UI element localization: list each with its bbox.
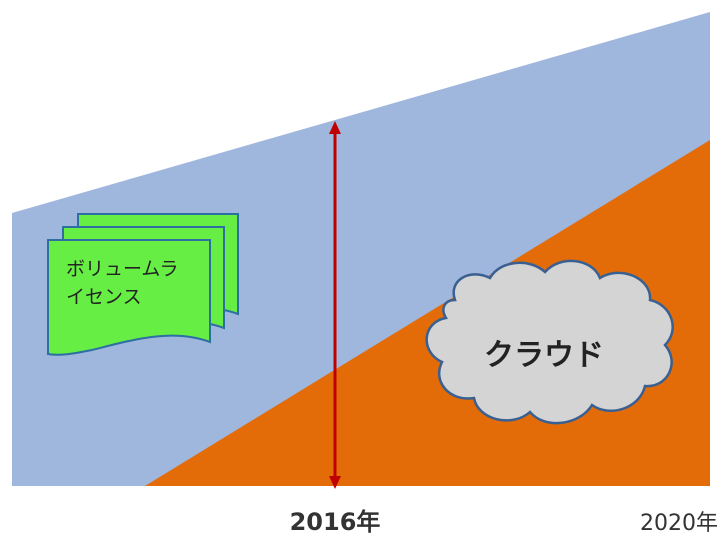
year-2016-marker — [329, 121, 341, 489]
volume-license-label-line1: ボリュームラ — [66, 258, 178, 280]
cloud-icon: クラウド — [425, 259, 674, 425]
marker-arrowhead-top — [329, 121, 341, 134]
marker-arrowhead-bottom — [329, 476, 341, 489]
cloud-label: クラウド — [484, 338, 604, 373]
volume-license-label-line2: イセンス — [66, 286, 142, 308]
cloud-shape — [425, 259, 674, 425]
year-2016-label: 2016年 — [290, 508, 381, 536]
year-2020-label: 2020年 — [640, 511, 718, 536]
document-front-sheet — [47, 239, 211, 356]
volume-license-document-icon: ボリュームラ イセンス — [47, 213, 239, 356]
